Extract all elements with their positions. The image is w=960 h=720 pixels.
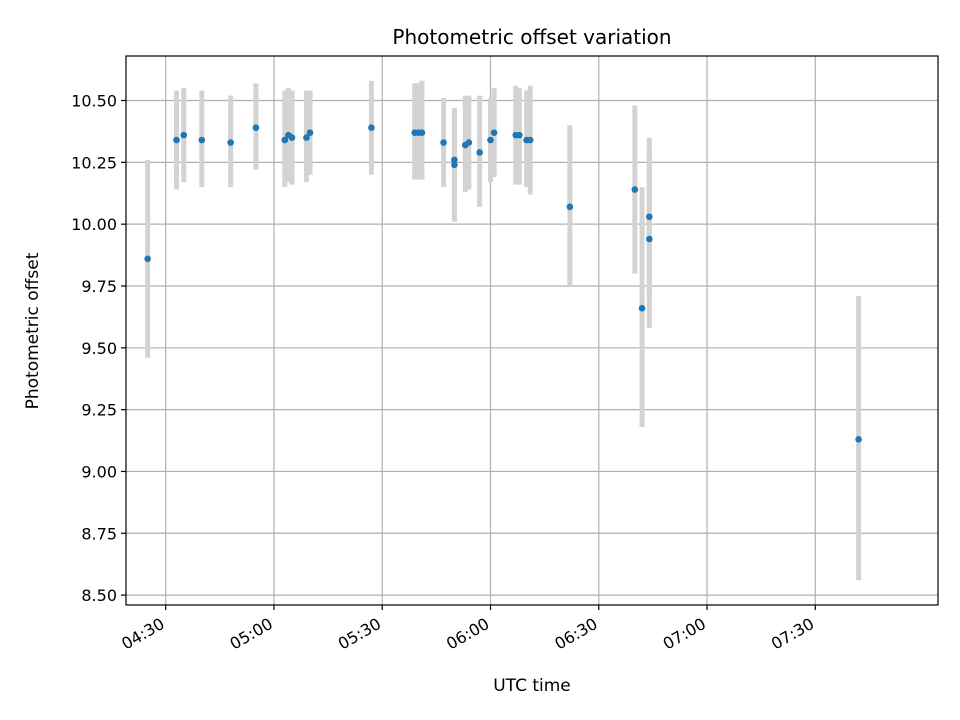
data-point — [306, 129, 314, 136]
data-points — [144, 124, 862, 443]
x-axis-title: UTC time — [493, 676, 571, 696]
y-tick-label: 9.25 — [81, 401, 117, 420]
data-point — [281, 136, 289, 144]
y-tick-label: 10.50 — [71, 92, 117, 111]
data-point — [516, 131, 523, 139]
data-point — [303, 134, 310, 141]
data-point — [173, 136, 180, 144]
data-point — [368, 124, 375, 132]
data-point — [465, 139, 473, 146]
data-point — [144, 255, 151, 263]
data-point — [227, 139, 234, 146]
y-axis-title: Photometric offset — [23, 252, 43, 409]
data-point — [180, 131, 188, 139]
data-point — [451, 161, 458, 169]
y-tick-label: 9.75 — [81, 277, 117, 296]
y-tick-label: 8.50 — [81, 586, 117, 605]
data-point — [566, 203, 574, 211]
data-point — [526, 136, 534, 144]
data-point — [476, 149, 483, 156]
y-tick-label: 10.00 — [71, 215, 117, 234]
data-point — [288, 134, 296, 141]
data-point — [638, 304, 646, 312]
data-point — [631, 186, 639, 193]
data-point — [490, 129, 498, 136]
data-point — [252, 124, 260, 132]
data-point — [418, 129, 426, 136]
chart-title: Photometric offset variation — [392, 25, 671, 49]
y-tick-label: 9.00 — [81, 462, 117, 481]
y-tick-label: 10.25 — [71, 153, 117, 172]
data-point — [198, 136, 206, 144]
y-tick-label: 9.50 — [81, 339, 117, 358]
y-axis: 8.50 8.75 9.00 9.25 9.50 9.75 10.00 10.25 10.50 — [71, 92, 126, 605]
y-tick-label: 8.75 — [81, 524, 117, 543]
data-point — [440, 139, 447, 146]
data-point — [645, 235, 653, 243]
data-point — [487, 136, 494, 144]
data-point — [451, 156, 458, 164]
plot-frame — [125, 55, 939, 606]
data-point — [645, 213, 653, 221]
data-point — [855, 436, 862, 443]
